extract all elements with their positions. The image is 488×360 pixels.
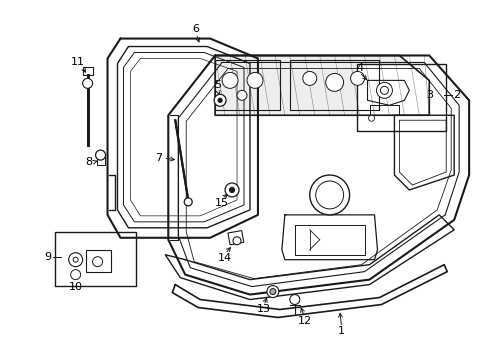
Text: 9: 9: [44, 252, 51, 262]
Text: 10: 10: [68, 282, 82, 292]
Circle shape: [269, 289, 275, 294]
FancyBboxPatch shape: [55, 232, 136, 285]
Bar: [82, 67, 92, 75]
Circle shape: [82, 78, 92, 88]
Circle shape: [380, 86, 387, 94]
Circle shape: [302, 71, 316, 85]
Circle shape: [325, 73, 343, 91]
Bar: [96, 155, 104, 165]
Circle shape: [214, 94, 225, 106]
Circle shape: [368, 115, 374, 121]
Text: 12: 12: [297, 316, 311, 327]
Circle shape: [376, 82, 392, 98]
Circle shape: [266, 285, 278, 298]
Circle shape: [224, 183, 239, 197]
Bar: [227, 230, 244, 245]
FancyBboxPatch shape: [356, 64, 446, 131]
Circle shape: [92, 257, 102, 267]
Circle shape: [222, 72, 238, 88]
Circle shape: [309, 175, 349, 215]
Text: 1: 1: [337, 327, 345, 336]
Text: 14: 14: [218, 253, 232, 263]
Circle shape: [350, 71, 364, 85]
Circle shape: [95, 150, 105, 160]
Circle shape: [68, 253, 82, 267]
Text: 11: 11: [70, 58, 84, 67]
Circle shape: [71, 270, 81, 280]
Circle shape: [237, 90, 246, 100]
Text: 3: 3: [425, 90, 432, 100]
Text: 2: 2: [453, 90, 460, 100]
Circle shape: [184, 198, 192, 206]
Circle shape: [315, 181, 343, 209]
Text: 4: 4: [355, 63, 363, 73]
Circle shape: [233, 237, 241, 245]
Text: 6: 6: [192, 24, 199, 33]
Circle shape: [218, 98, 222, 102]
Bar: [85, 250, 110, 272]
Text: 13: 13: [256, 305, 270, 315]
Text: 8: 8: [85, 157, 92, 167]
Text: 15: 15: [215, 198, 228, 208]
Polygon shape: [215, 55, 428, 115]
Circle shape: [229, 188, 234, 193]
Text: 5: 5: [214, 80, 221, 90]
Circle shape: [246, 72, 263, 88]
Text: 7: 7: [155, 153, 162, 163]
Circle shape: [73, 257, 78, 262]
Circle shape: [289, 294, 299, 305]
